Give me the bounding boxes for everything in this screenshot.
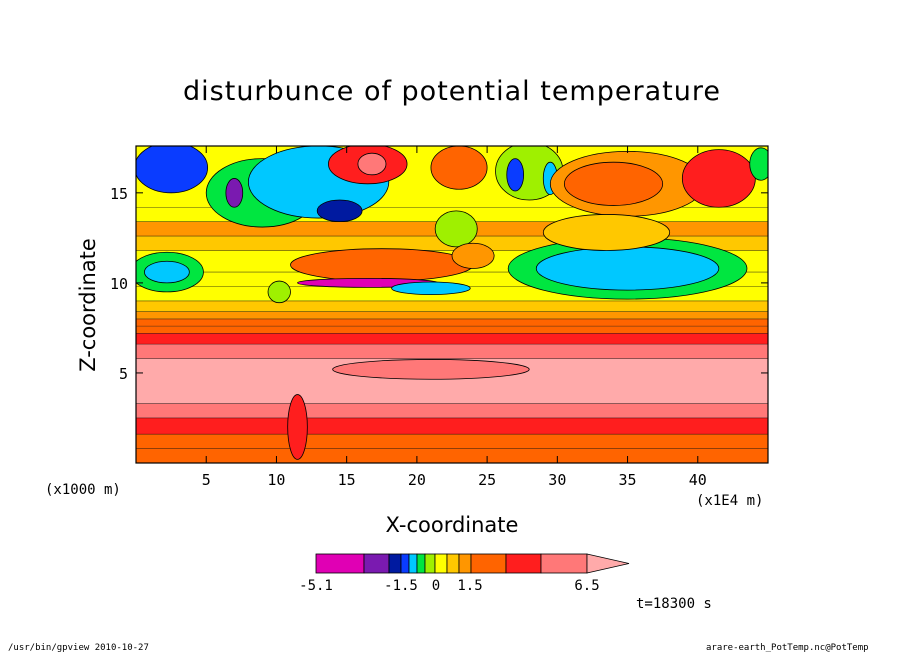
field-region-27 [287,394,308,460]
field-region-21 [290,248,474,282]
colorbar-extend-arrow [586,553,630,574]
field-region-19 [535,246,720,291]
colorbar-tick-label: -5.1 [299,578,333,594]
field-band-7 [136,326,768,334]
x-tick-label: 35 [619,471,637,489]
x-tick-label: 20 [408,471,426,489]
footer-source-file: arare-earth_PotTemp.nc@PotTemp [706,643,869,653]
x-tick-label: 25 [478,471,496,489]
field-region-12 [506,158,525,192]
field-region-6 [225,178,244,208]
chart-title: disturbunce of potential temperature [183,76,721,107]
colorbar-swatch [315,553,365,574]
colorbar-swatch [388,553,402,574]
colorbar-swatch [540,553,588,574]
y-tick-label: 5 [119,365,128,383]
field-band-8 [136,318,768,327]
colorbar-swatch [458,553,472,574]
x-unit-label: (x1E4 m) [696,493,764,509]
x-scale-label: (x1000 m) [45,482,121,498]
colorbar-swatch [408,553,418,574]
colorbar-swatch [424,553,436,574]
colorbar-tick-label: 1.5 [457,578,482,594]
time-label: t=18300 s [636,596,712,612]
field-region-16 [681,149,756,208]
x-axis-label: X-coordinate [385,513,519,537]
colorbar-swatch [470,553,507,574]
field-region-0 [136,146,209,194]
field-region-2 [144,260,190,284]
field-region-26 [332,359,530,380]
colorbar-swatch [400,553,410,574]
field-band-6 [136,333,768,345]
colorbar-swatch [446,553,460,574]
field-region-23 [391,281,471,295]
x-tick-label: 40 [689,471,707,489]
field-band-0 [136,448,768,463]
field-region-17 [749,147,768,181]
x-tick-label: 5 [202,471,211,489]
y-tick-label: 15 [110,185,128,203]
field-region-25 [451,242,495,269]
field-band-10 [136,300,768,312]
colorbar-tick-label: 0 [432,578,440,594]
x-tick-label: 30 [548,471,566,489]
colorbar-swatch [434,553,448,574]
y-tick-label: 10 [110,275,128,293]
field-region-8 [357,152,387,176]
plot-frame [135,145,769,464]
colorbar-tick-label: -1.5 [384,578,418,594]
field-region-15 [563,161,664,206]
x-tick-label: 10 [267,471,285,489]
footer-program-date: /usr/bin/gpview 2010-10-27 [8,643,149,653]
field-band-1 [136,434,768,449]
field-band-2 [136,417,768,435]
field-band-9 [136,311,768,319]
colorbar-swatch [416,553,426,574]
field-region-10 [434,210,478,248]
field-region-20 [542,214,671,251]
field-region-24 [267,280,291,304]
field-band-5 [136,344,768,359]
field-region-9 [430,146,488,190]
x-tick-label: 15 [338,471,356,489]
colorbar-swatch [505,553,542,574]
field-band-3 [136,403,768,418]
colorbar-swatch [363,553,390,574]
field-region-5 [316,199,363,223]
colorbar-tick-label: 6.5 [574,578,599,594]
